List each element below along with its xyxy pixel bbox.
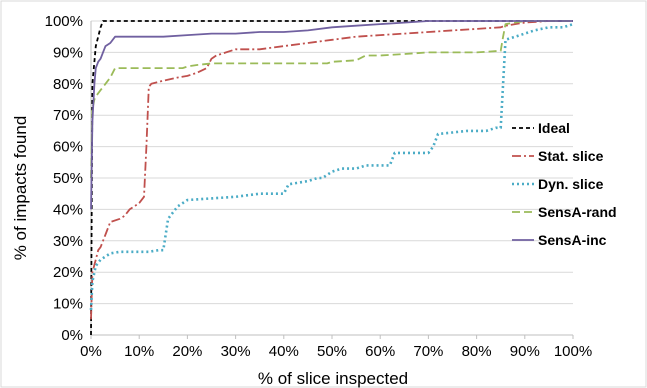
series-line-dyn-slice bbox=[89, 22, 574, 310]
y-tick-labels: 0% 10% 20% 30% 40% 50% 60% 70% 80% 90% 100% bbox=[45, 13, 83, 344]
legend-label-sensa-rand: SensA-rand bbox=[538, 204, 617, 220]
legend: Ideal Stat. slice Dyn. slice SensA-rand Sens… bbox=[512, 120, 617, 248]
x-tick-label: 60% bbox=[365, 343, 395, 360]
y-tick-label: 50% bbox=[53, 170, 83, 187]
x-tick-label: 50% bbox=[317, 343, 347, 360]
x-tick-label: 90% bbox=[510, 343, 540, 360]
x-tick-label: 0% bbox=[80, 343, 102, 360]
y-tick-label: 60% bbox=[53, 139, 83, 156]
x-tick-labels: 0% 10% 20% 30% 40% 50% 60% 70% 80% 90% 100% bbox=[80, 343, 592, 360]
y-axis-title: % of impacts found bbox=[11, 116, 30, 261]
legend-label-ideal: Ideal bbox=[538, 120, 570, 136]
x-tick-label: 20% bbox=[172, 343, 202, 360]
x-tick-label: 80% bbox=[462, 343, 492, 360]
series-line-sensa-inc bbox=[90, 20, 573, 210]
y-tick-label: 40% bbox=[53, 201, 83, 218]
series-lines bbox=[89, 20, 574, 336]
x-tick-label: 70% bbox=[413, 343, 443, 360]
legend-label-sensa-inc: SensA-inc bbox=[538, 232, 607, 248]
series-line-ideal bbox=[90, 20, 573, 336]
x-tick-label: 100% bbox=[554, 343, 592, 360]
x-tick-label: 10% bbox=[124, 343, 154, 360]
y-tick-label: 90% bbox=[53, 44, 83, 61]
y-tick-label: 10% bbox=[53, 296, 83, 313]
legend-label-dyn-slice: Dyn. slice bbox=[538, 176, 604, 192]
y-tick-label: 30% bbox=[53, 233, 83, 250]
y-tick-label: 80% bbox=[53, 76, 83, 93]
x-tick-label: 30% bbox=[221, 343, 251, 360]
y-tick-label: 70% bbox=[53, 107, 83, 124]
legend-label-stat-slice: Stat. slice bbox=[538, 148, 604, 164]
series-line-sensa-rand bbox=[90, 20, 573, 179]
y-tick-label: 20% bbox=[53, 264, 83, 281]
y-tick-label: 100% bbox=[45, 13, 83, 30]
x-axis-title: % of slice inspected bbox=[258, 369, 408, 388]
x-tick-label: 40% bbox=[269, 343, 299, 360]
series-line-stat-slice bbox=[90, 20, 573, 320]
y-tick-label: 0% bbox=[61, 327, 83, 344]
